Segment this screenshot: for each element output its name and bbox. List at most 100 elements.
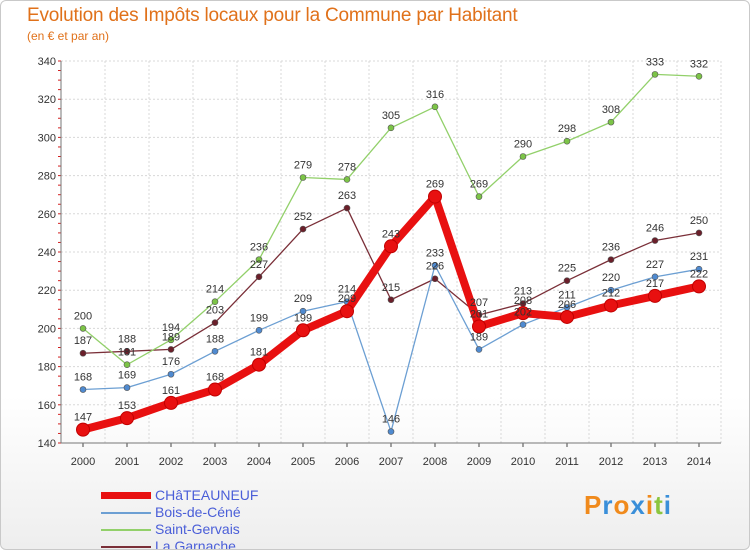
data-label-la-garnache: 263 [338,190,356,202]
x-tick-label: 2011 [555,456,579,468]
axes: 140 160 180 200 220 240 260 280 300 320 340 2000 200… [38,56,721,468]
data-label-la-garnache: 250 [690,215,708,227]
data-label-bois-de-c-n-: 211 [558,289,576,301]
data-label-ch-teauneuf: 153 [118,400,136,412]
series-layer [76,71,706,437]
data-point-saint-gervais [695,72,703,80]
logo-letter: r [602,490,614,520]
data-point-la-garnache [695,229,703,237]
data-point-saint-gervais [387,124,395,132]
x-tick-label: 2013 [643,456,667,468]
data-point-la-garnache [123,348,131,355]
x-tick-label: 2003 [203,456,227,468]
data-label-la-garnache: 246 [646,223,664,235]
data-point-ch-teauneuf [208,382,222,397]
legend-swatch [101,512,151,514]
data-label-saint-gervais: 200 [74,310,92,322]
data-label-saint-gervais: 214 [206,284,224,296]
legend: CHâTEAUNEUF Bois-de-Céné Saint-Gervais La G… [101,487,301,549]
data-point-bois-de-c-n- [607,286,615,294]
legend-item-ch-teauneuf: CHâTEAUNEUF [101,487,301,504]
data-labels: 147 153 161 168 181 199 209 243 269 201 208 206 212 2… [74,56,708,425]
data-label-la-garnache: 226 [426,261,444,273]
data-label-bois-de-c-n-: 220 [602,272,620,284]
data-point-la-garnache [211,319,219,326]
data-label-bois-de-c-n-: 168 [74,372,92,384]
data-label-la-garnache: 207 [470,297,488,309]
data-point-saint-gervais [79,325,87,332]
data-label-saint-gervais: 269 [470,179,488,191]
data-label-ch-teauneuf: 168 [206,372,224,384]
data-point-ch-teauneuf [252,357,266,372]
data-label-bois-de-c-n-: 227 [646,259,664,271]
data-label-ch-teauneuf: 181 [250,347,268,359]
x-tick-label: 2000 [71,456,95,468]
data-point-ch-teauneuf [560,309,574,324]
data-point-bois-de-c-n- [519,321,527,328]
data-point-la-garnache [387,296,395,304]
x-tick-label: 2005 [291,456,315,468]
data-point-ch-teauneuf [384,239,398,254]
y-tick-label: 300 [38,132,56,144]
data-point-saint-gervais [343,176,351,183]
data-label-ch-teauneuf: 269 [426,179,444,191]
x-tick-label: 2014 [687,456,711,468]
data-label-ch-teauneuf: 201 [470,308,488,320]
data-point-saint-gervais [607,118,615,126]
data-point-ch-teauneuf [692,279,706,294]
data-label-la-garnache: 215 [382,282,400,294]
data-label-ch-teauneuf: 217 [646,278,664,290]
legend-swatch [101,529,151,531]
data-point-la-garnache [79,349,87,357]
y-tick-label: 280 [38,171,56,183]
data-label-saint-gervais: 308 [602,104,620,116]
data-point-saint-gervais [255,256,263,263]
data-point-saint-gervais [299,174,307,181]
legend-swatch [101,492,151,499]
legend-item-saint-gervais: Saint-Gervais [101,521,301,538]
x-tick-label: 2010 [511,456,535,468]
data-label-la-garnache: 203 [206,305,224,317]
data-point-bois-de-c-n- [167,370,175,378]
legend-swatch [101,546,151,548]
data-label-bois-de-c-n-: 169 [118,370,136,382]
x-tick-label: 2006 [335,456,359,468]
data-point-ch-teauneuf [516,306,530,321]
data-point-bois-de-c-n- [651,273,659,281]
data-point-la-garnache [343,204,351,212]
x-tick-label: 2002 [159,456,183,468]
x-tick-label: 2008 [423,456,447,468]
logo-letter: o [613,490,631,520]
data-label-bois-de-c-n-: 233 [426,247,444,259]
data-label-ch-teauneuf: 147 [74,412,92,424]
proxiti-logo: Proxiti [584,490,672,521]
logo-letter: i [645,490,655,520]
data-label-bois-de-c-n-: 209 [294,293,312,305]
data-label-bois-de-c-n-: 202 [514,307,532,319]
data-point-bois-de-c-n- [255,327,263,334]
data-point-ch-teauneuf [296,323,310,338]
data-point-ch-teauneuf [340,304,354,319]
data-label-ch-teauneuf: 243 [382,228,400,240]
x-tick-label: 2009 [467,456,491,468]
data-label-ch-teauneuf: 208 [514,295,532,307]
data-label-saint-gervais: 332 [690,58,708,70]
data-label-la-garnache: 236 [602,242,620,254]
data-label-saint-gervais: 194 [162,322,180,334]
data-point-saint-gervais [431,103,439,111]
data-label-la-garnache: 213 [514,286,532,298]
data-point-la-garnache [299,225,307,233]
data-label-saint-gervais: 290 [514,139,532,151]
data-point-ch-teauneuf [120,411,134,426]
data-label-la-garnache: 225 [558,263,576,275]
data-point-bois-de-c-n- [123,384,131,391]
data-label-la-garnache: 252 [294,211,312,223]
data-point-la-garnache [607,256,615,263]
data-label-la-garnache: 227 [250,259,268,271]
data-point-ch-teauneuf [648,288,662,303]
data-point-bois-de-c-n- [695,265,703,273]
data-point-ch-teauneuf [164,395,178,410]
legend-label: Bois-de-Céné [155,504,241,520]
y-tick-label: 200 [38,323,56,335]
